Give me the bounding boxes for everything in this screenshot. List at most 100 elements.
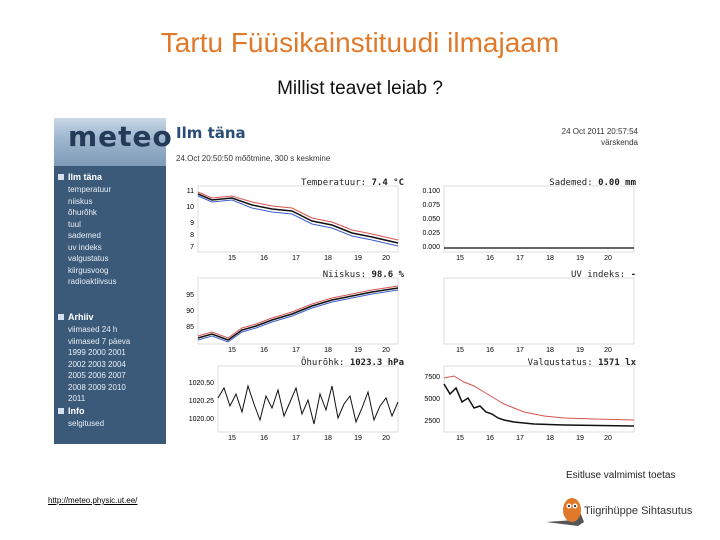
x-tick: 16 (486, 255, 494, 262)
y-tick: 11 (187, 188, 194, 195)
sidebar-item-years-3[interactable]: 2005 2006 2007 (68, 371, 126, 380)
y-tick: 7500 (424, 374, 440, 381)
square-bullet-icon (58, 408, 64, 414)
y-tick: 0.000 (422, 244, 440, 251)
sidebar-item-years-5[interactable]: 2011 (68, 394, 86, 403)
x-tick: 15 (456, 435, 464, 442)
plot-area (443, 365, 635, 433)
x-tick: 20 (604, 435, 612, 442)
y-tick: 8 (190, 232, 194, 239)
sidebar-heading[interactable]: Arhiiv (54, 312, 166, 325)
meteo-logo: meteo (54, 118, 172, 166)
y-tick: 0.025 (422, 230, 440, 237)
timestamp: 24 Oct 2011 20:57:54 (561, 127, 638, 136)
sidebar-heading-label: Info (68, 406, 85, 416)
owl-icon (563, 498, 581, 522)
sidebar-section-arhiiv: Arhiiv viimased 24 h viimased 7 päeva 19… (54, 312, 166, 406)
sidebar-heading[interactable]: Info (54, 406, 166, 419)
sponsor-caption: Esitluse valmimist toetas (566, 470, 676, 481)
panel-label: Valgustatus: 1571 lx (528, 358, 636, 368)
sidebar-item-years-1[interactable]: 1999 2000 2001 (68, 348, 126, 357)
x-tick: 18 (546, 435, 554, 442)
x-tick: 17 (292, 255, 300, 262)
refresh-link[interactable]: värskenda (601, 138, 638, 147)
x-tick: 18 (324, 255, 332, 262)
panel-label-name: Sademed: (549, 178, 593, 188)
panel-label: Niiskus: 98.6 % (323, 270, 404, 280)
chart-pressure: 1020.50 1020.25 1020.00 15 16 17 18 19 2… (189, 365, 399, 442)
sidebar-item-kiirgusvoog[interactable]: kiirgusvoog (68, 265, 109, 275)
panel-label-name: Valgustatus: (527, 358, 593, 368)
square-bullet-icon (58, 314, 64, 320)
y-tick: 0.050 (422, 216, 440, 223)
branch-icon (546, 512, 584, 526)
tiger-leap-logo (546, 498, 584, 526)
x-tick: 16 (486, 435, 494, 442)
sidebar-item-valgustatus[interactable]: valgustatus (68, 254, 109, 263)
x-tick: 19 (576, 435, 584, 442)
website-screenshot: meteo Ilm täna temperatuur niiskus õhurõ… (54, 118, 640, 444)
x-tick: 15 (228, 347, 236, 354)
y-tick: 1020.50 (189, 380, 214, 387)
x-tick: 17 (292, 435, 300, 442)
sidebar-heading-label: Arhiiv (68, 312, 94, 322)
y-tick: 85 (186, 324, 194, 331)
sidebar-item-24h[interactable]: viimased 24 h (68, 325, 118, 334)
y-axis-ticks: 1020.50 1020.25 1020.00 (189, 380, 214, 423)
panel-label-name: Niiskus: (322, 270, 367, 280)
x-tick: 15 (456, 347, 464, 354)
x-tick: 20 (382, 435, 390, 442)
sidebar-item-temperatuur[interactable]: temperatuur (68, 185, 112, 194)
x-axis-ticks: 15 16 17 18 19 20 (456, 347, 612, 354)
x-axis-ticks: 15 16 17 18 19 20 (456, 435, 612, 442)
square-bullet-icon (58, 174, 64, 180)
page-title: Ilm täna (176, 124, 246, 142)
panel-label-value: 0.00 mm (598, 178, 636, 188)
x-tick: 19 (576, 347, 584, 354)
x-tick: 16 (486, 347, 494, 354)
x-axis-ticks: 15 16 17 18 19 20 (456, 255, 612, 262)
sidebar-item-ohurohk[interactable]: õhurõhk (68, 208, 97, 217)
panel-label-value: 98.6 % (371, 270, 404, 280)
panel-label: Õhurõhk: 1023.3 hPa (301, 358, 404, 368)
sidebar-item-sademed[interactable]: sademed (68, 231, 101, 240)
x-tick: 16 (260, 435, 268, 442)
y-axis-ticks: 95 90 85 (186, 292, 194, 331)
y-tick: 0.100 (422, 188, 440, 195)
y-tick: 1020.25 (189, 398, 214, 405)
plot-area (443, 185, 635, 253)
sidebar-item-uv-indeks[interactable]: uv indeks (68, 242, 102, 252)
slide-subtitle: Millist teavet leiab ? (277, 78, 443, 99)
x-tick: 15 (228, 255, 236, 262)
slide-title: Tartu Füüsikainstituudi ilmajaam (160, 27, 560, 58)
sidebar-item-years-4[interactable]: 2008 2009 2010 (68, 382, 126, 392)
series-black (197, 287, 399, 341)
y-tick: 1020.00 (189, 416, 214, 423)
chart-uv-index: 15 16 17 18 19 20 (443, 277, 635, 354)
x-axis-ticks: 15 16 17 18 19 20 (228, 347, 390, 354)
sidebar-item-radioaktiivsus[interactable]: radioaktiivsus (68, 277, 117, 286)
panel-label-value: 1023.3 hPa (349, 358, 404, 368)
x-tick: 19 (354, 255, 362, 262)
series-red (197, 191, 399, 241)
series-blue (197, 195, 399, 247)
sidebar-heading[interactable]: Ilm täna (54, 172, 166, 185)
footer-url-link[interactable]: http://meteo.physic.ut.ee/ (48, 496, 138, 505)
sidebar-item-niiskus[interactable]: niiskus (68, 196, 93, 206)
panel-illuminance: Valgustatus: 1571 lx 7500 5000 2500 15 1… (394, 358, 640, 444)
sidebar-item-7-paeva[interactable]: viimased 7 päeva (68, 336, 131, 346)
x-tick: 17 (516, 255, 524, 262)
x-tick: 15 (228, 435, 236, 442)
sidebar-item-tuul[interactable]: tuul (68, 219, 81, 229)
panel-temperature: Temperatuur: 7.4 °C 11 10 9 8 7 15 16 17… (172, 178, 408, 264)
x-tick: 20 (604, 255, 612, 262)
sidebar-section-ilm-tana: Ilm täna temperatuur niiskus õhurõhk tuu… (54, 172, 166, 289)
panel-label: Sademed: 0.00 mm (549, 178, 636, 188)
panel-label: Temperatuur: 7.4 °C (301, 178, 404, 188)
panel-precipitation: Sademed: 0.00 mm 0.100 0.075 0.050 0.025… (394, 178, 640, 264)
plot-area (443, 277, 635, 345)
panel-label-name: Temperatuur: (301, 178, 367, 188)
sidebar-item-selgitused[interactable]: selgitused (68, 419, 105, 428)
sidebar-item-years-2[interactable]: 2002 2003 2004 (68, 359, 126, 369)
y-tick: 7 (190, 244, 194, 251)
